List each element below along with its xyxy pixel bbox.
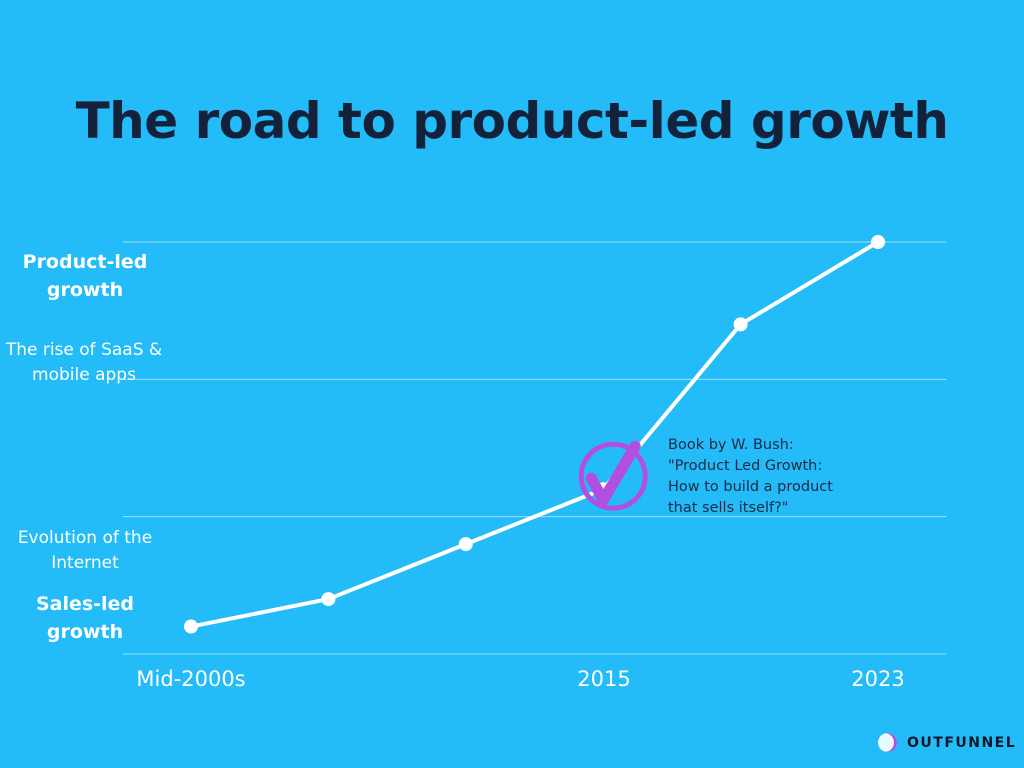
data-point	[733, 317, 748, 332]
brand-logo: OUTFUNNEL	[878, 733, 1016, 752]
chart-title: The road to product-led growth	[75, 92, 949, 150]
annotation-text: Book by W. Bush: "Product Led Growth: Ho…	[668, 435, 833, 519]
data-point	[184, 619, 198, 634]
data-point	[321, 592, 336, 607]
y-label-sales-led: Sales-led growth	[35, 593, 135, 643]
series-line	[190, 240, 880, 629]
logo-icon	[878, 733, 897, 752]
data-point	[458, 537, 473, 552]
annotation-line: "Product Led Growth:	[668, 458, 823, 474]
data-point	[871, 235, 885, 249]
x-tick-label: 2023	[851, 667, 905, 691]
annotation-line: How to build a product	[668, 479, 833, 495]
annotation-line: Book by W. Bush:	[668, 437, 794, 453]
brand-name: OUTFUNNEL	[907, 734, 1017, 751]
x-tick-label: Mid-2000s	[136, 667, 246, 691]
y-label-internet: Evolution of the Internet	[17, 528, 153, 573]
check-circle-icon	[578, 441, 648, 511]
y-label-product-led: Product-led growth	[22, 251, 148, 301]
checkmark-icon	[585, 440, 641, 506]
annotation-line: that sells itself?"	[668, 500, 789, 516]
y-label-saas: The rise of SaaS & mobile apps	[5, 340, 163, 385]
x-tick-label: 2015	[577, 667, 631, 691]
